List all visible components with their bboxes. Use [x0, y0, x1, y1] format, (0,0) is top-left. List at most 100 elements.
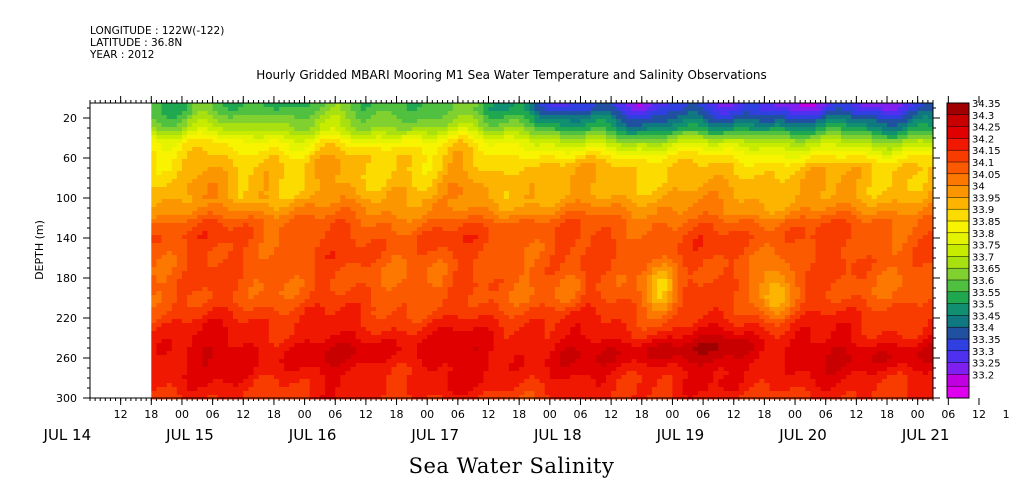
heatmap-cell [171, 339, 178, 344]
heatmap-cell [156, 283, 162, 288]
heatmap-cell [314, 355, 321, 360]
heatmap-cell [248, 259, 254, 264]
heatmap-cell [437, 211, 443, 216]
heatmap-cell [156, 315, 162, 320]
heatmap-cell [457, 219, 464, 224]
heatmap-cell [233, 111, 239, 116]
heatmap-cell [416, 203, 423, 208]
heatmap-cell [243, 219, 249, 224]
heatmap-cell [202, 163, 208, 168]
heatmap-cell [238, 191, 244, 196]
heatmap-cell [227, 171, 234, 176]
heatmap-cell [233, 383, 239, 388]
heatmap-cell [202, 159, 208, 164]
heatmap-cell [360, 179, 367, 184]
heatmap-cell [319, 171, 326, 176]
heatmap-cell [284, 203, 290, 208]
heatmap-cell [488, 279, 495, 284]
heatmap-cell [299, 123, 305, 128]
heatmap-cell [171, 243, 178, 248]
heatmap-cell [442, 287, 449, 292]
heatmap-cell [263, 171, 270, 176]
heatmap-cell [202, 351, 208, 356]
heatmap-cell [350, 179, 357, 184]
heatmap-cell [299, 367, 305, 372]
heatmap-cell [401, 359, 408, 364]
heatmap-cell [488, 383, 495, 388]
heatmap-cell [401, 331, 408, 336]
heatmap-cell [483, 235, 489, 240]
heatmap-cell [279, 275, 285, 280]
heatmap-cell [340, 283, 346, 288]
heatmap-cell [304, 307, 311, 312]
heatmap-cell [483, 107, 489, 112]
heatmap-cell [314, 151, 321, 156]
heatmap-cell [365, 171, 372, 176]
heatmap-cell [176, 383, 183, 388]
heatmap-cell [422, 331, 428, 336]
heatmap-cell [166, 187, 173, 192]
heatmap-cell [493, 211, 500, 216]
heatmap-cell [238, 103, 244, 108]
heatmap-cell [248, 195, 254, 200]
heatmap-cell [192, 171, 198, 176]
heatmap-cell [243, 187, 249, 192]
heatmap-cell [171, 367, 178, 372]
heatmap-cell [468, 327, 474, 332]
heatmap-cell [197, 107, 203, 112]
heatmap-cell [161, 291, 168, 296]
heatmap-cell [432, 191, 438, 196]
heatmap-cell [457, 383, 464, 388]
heatmap-cell [468, 351, 474, 356]
heatmap-cell [355, 219, 362, 224]
heatmap-cell [238, 335, 244, 340]
heatmap-cell [340, 155, 346, 160]
heatmap-cell [253, 307, 259, 312]
heatmap-cell [187, 167, 193, 172]
heatmap-cell [279, 227, 285, 232]
heatmap-cell [488, 299, 495, 304]
heatmap-cell [238, 143, 244, 148]
heatmap-cell [176, 207, 183, 212]
heatmap-cell [268, 343, 275, 348]
heatmap-cell [314, 251, 321, 256]
heatmap-cell [171, 211, 178, 216]
heatmap-cell [171, 287, 178, 292]
heatmap-cell [360, 335, 367, 340]
heatmap-cell [294, 327, 300, 332]
heatmap-cell [406, 251, 413, 256]
heatmap-cell [171, 123, 178, 128]
heatmap-cell [365, 107, 372, 112]
heatmap-cell [427, 251, 433, 256]
heatmap-cell [330, 327, 336, 332]
heatmap-cell [401, 243, 408, 248]
heatmap-cell [406, 139, 413, 144]
heatmap-cell [447, 127, 454, 132]
heatmap-cell [192, 131, 198, 136]
heatmap-cell [360, 343, 367, 348]
heatmap-cell [335, 111, 341, 116]
heatmap-cell [268, 315, 275, 320]
heatmap-cell [217, 295, 224, 300]
heatmap-cell [365, 179, 372, 184]
heatmap-cell [156, 195, 162, 200]
heatmap-cell [181, 375, 188, 380]
heatmap-cell [279, 155, 285, 160]
heatmap-cell [411, 355, 418, 360]
heatmap-cell [176, 243, 183, 248]
heatmap-cell [273, 159, 280, 164]
heatmap-cell [442, 371, 449, 376]
heatmap-cell [468, 135, 474, 140]
heatmap-cell [289, 131, 295, 136]
heatmap-cell [371, 387, 377, 392]
heatmap-cell [365, 167, 372, 172]
heatmap-cell [442, 335, 449, 340]
heatmap-cell [273, 167, 280, 172]
heatmap-cell [181, 107, 188, 112]
heatmap-cell [442, 163, 449, 168]
heatmap-cell [427, 215, 433, 220]
heatmap-cell [233, 127, 239, 132]
heatmap-cell [299, 175, 305, 180]
heatmap-cell [422, 371, 428, 376]
heatmap-cell [253, 391, 259, 396]
